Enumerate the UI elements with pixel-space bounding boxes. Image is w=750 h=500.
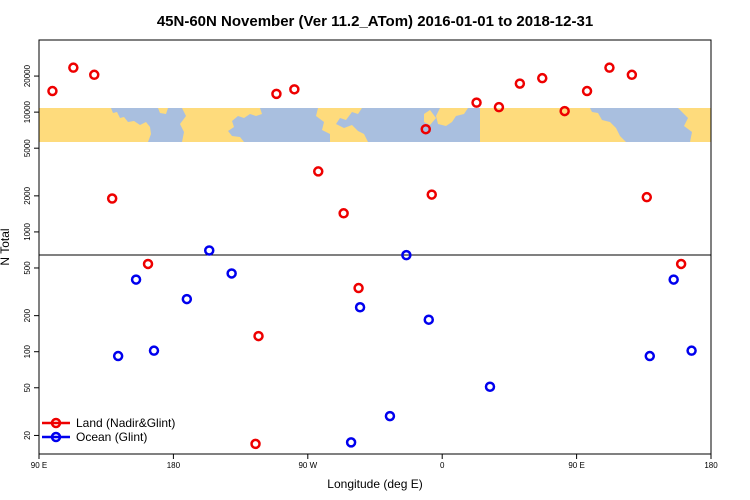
ocean-point	[401, 249, 412, 261]
land-point	[471, 97, 482, 108]
x-tick-label: 180	[704, 461, 718, 470]
map-band-land	[39, 108, 711, 142]
legend-land-marker	[50, 417, 62, 429]
land-point	[353, 282, 364, 294]
legend-ocean-marker	[50, 431, 62, 443]
y-tick-label: 5000	[23, 139, 32, 157]
land-point	[641, 191, 653, 203]
land-point	[426, 189, 437, 200]
y-tick-label: 500	[23, 261, 32, 275]
land-point	[250, 438, 261, 450]
y-tick-label: 20	[23, 430, 32, 439]
land-point	[47, 85, 58, 97]
x-axis: 90 E 180 90 W 0 90 E 180	[31, 454, 718, 470]
ocean-point	[181, 293, 193, 305]
legend-land-label: Land (Nadir&Glint)	[76, 416, 175, 430]
land-point	[604, 62, 615, 73]
land-point	[271, 88, 282, 100]
ocean-point	[112, 350, 124, 362]
ocean-point	[148, 345, 160, 356]
data-points	[47, 62, 697, 450]
ocean-point	[226, 268, 237, 279]
land-point	[289, 84, 300, 95]
chart-title: 45N-60N November (Ver 11.2_ATom) 2016-01…	[157, 13, 593, 30]
ocean-point	[345, 437, 357, 448]
land-point	[313, 166, 324, 177]
land-point	[142, 258, 154, 270]
land-point	[514, 78, 526, 89]
y-axis-label: N Total	[0, 228, 12, 265]
ocean-point	[354, 302, 366, 313]
ocean-point	[130, 274, 142, 285]
ocean-point	[686, 345, 697, 356]
y-tick-label: 20000	[23, 64, 32, 87]
land-point	[675, 258, 687, 270]
legend: Land (Nadir&Glint) Ocean (Glint)	[42, 416, 175, 444]
land-point	[493, 101, 505, 113]
x-tick-label: 0	[440, 461, 445, 470]
x-tick-label: 90 E	[568, 461, 584, 470]
land-point	[68, 62, 79, 73]
land-point	[106, 193, 118, 204]
land-point	[420, 123, 432, 135]
y-tick-label: 100	[23, 344, 32, 358]
land-point	[537, 72, 548, 84]
plot-frame	[38, 39, 712, 455]
ocean-point	[203, 245, 215, 256]
ocean-point	[668, 274, 679, 285]
land-point	[253, 330, 264, 342]
ocean-point	[384, 410, 396, 422]
ocean-point	[423, 314, 435, 325]
land-point	[559, 105, 570, 117]
y-tick-label: 10000	[23, 100, 32, 123]
x-tick-label: 180	[167, 461, 181, 470]
land-point	[581, 85, 593, 97]
land-point	[626, 69, 638, 81]
map-band	[39, 108, 711, 142]
land-point	[89, 69, 100, 81]
land-point	[338, 208, 349, 219]
x-tick-label: 90 W	[298, 461, 317, 470]
y-tick-label: 200	[23, 308, 32, 322]
x-tick-label: 90 E	[31, 461, 47, 470]
y-axis: 20 50 100 200 500 1000 2000 5000 10000 20000	[23, 64, 39, 440]
y-tick-label: 50	[23, 383, 32, 392]
ocean-point	[644, 350, 656, 362]
ocean-point	[484, 381, 496, 392]
legend-ocean-label: Ocean (Glint)	[76, 430, 147, 444]
y-tick-label: 2000	[23, 186, 32, 204]
x-axis-label: Longitude (deg E)	[327, 477, 422, 491]
y-tick-label: 1000	[23, 222, 32, 240]
